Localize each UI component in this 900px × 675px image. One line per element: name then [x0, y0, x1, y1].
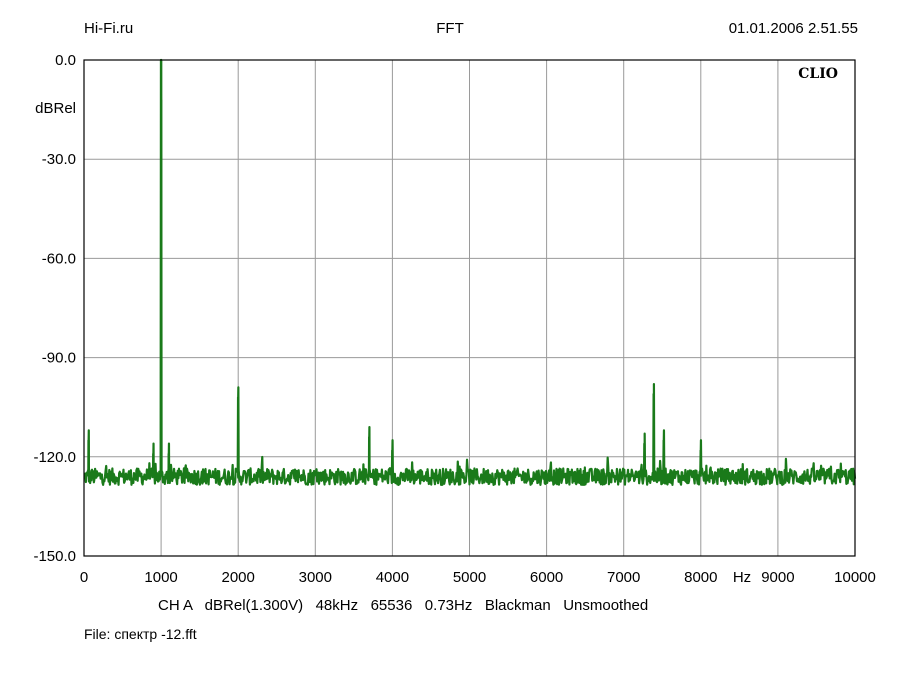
x-tick-label: 8000 [684, 569, 717, 586]
plot-frame [83, 59, 856, 557]
y-axis-label: dBRel [35, 100, 76, 117]
clio-brand-label: CLIO [798, 66, 838, 82]
y-tick-label: 0.0 [55, 52, 76, 69]
x-tick-label: 5000 [453, 569, 486, 586]
y-tick-label: -120.0 [33, 449, 76, 466]
measurement-info: CH A dBRel(1.300V) 48kHz 65536 0.73Hz Bl… [158, 597, 649, 614]
header-title: FFT [436, 20, 464, 37]
x-tick-label: 1000 [144, 569, 177, 586]
x-tick-label: 6000 [530, 569, 563, 586]
header-source-label: Hi-Fi.ru [84, 20, 134, 37]
y-tick-labels: 0.0 -30.0 -60.0 -90.0 -120.0 -150.0 [33, 52, 76, 565]
x-tick-labels: 0 1000 2000 3000 4000 5000 6000 7000 8000 9000 100… [80, 569, 876, 586]
x-tick-label: 10000 [834, 569, 876, 586]
x-tick-label: 7000 [607, 569, 640, 586]
x-tick-label: 3000 [299, 569, 332, 586]
x-tick-label: 9000 [761, 569, 794, 586]
y-tick-label: -150.0 [33, 548, 76, 565]
x-tick-label: 4000 [376, 569, 409, 586]
x-axis-unit: Hz [733, 569, 751, 586]
file-name: File: спектр -12.fft [84, 626, 197, 642]
y-tick-label: -60.0 [42, 250, 76, 267]
spectrum-trace [83, 58, 857, 486]
x-tick-label: 2000 [222, 569, 255, 586]
x-tick-label: 0 [80, 569, 88, 586]
spectrum-trace-group [83, 58, 857, 486]
header-timestamp: 01.01.2006 2.51.55 [728, 20, 858, 37]
y-tick-label: -90.0 [42, 350, 76, 367]
y-tick-label: -30.0 [42, 151, 76, 168]
